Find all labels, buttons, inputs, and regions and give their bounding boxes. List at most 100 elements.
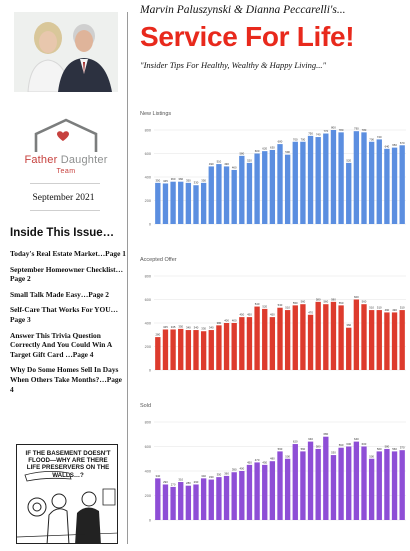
data-label: 780 bbox=[339, 128, 344, 132]
toc-item: Why Do Some Homes Sell In Days When Othe… bbox=[10, 365, 122, 394]
data-label: 580 bbox=[316, 297, 321, 301]
data-label: 520 bbox=[262, 304, 267, 308]
y-tick-label: 800 bbox=[145, 129, 151, 133]
chart-bar bbox=[208, 479, 214, 520]
chart-bar bbox=[399, 145, 405, 224]
chart-bar bbox=[162, 183, 169, 224]
chart-bar bbox=[315, 137, 321, 224]
chart-bar bbox=[231, 169, 237, 224]
data-label: 350 bbox=[186, 178, 191, 182]
chart-bar bbox=[262, 308, 268, 370]
data-label: 750 bbox=[308, 131, 313, 135]
data-label: 500 bbox=[285, 454, 290, 458]
data-label: 630 bbox=[270, 145, 275, 149]
chart-bar bbox=[300, 304, 306, 370]
data-label: 350 bbox=[217, 473, 222, 477]
data-label: 500 bbox=[369, 454, 374, 458]
y-tick-label: 0 bbox=[149, 369, 151, 373]
newsletter-tagline: "Insider Tips For Healthy, Wealthy & Hap… bbox=[140, 60, 327, 70]
data-label: 280 bbox=[155, 333, 160, 337]
data-label: 460 bbox=[232, 165, 237, 169]
chart-bar bbox=[155, 182, 161, 224]
chart-bar bbox=[269, 149, 276, 224]
data-label: 450 bbox=[262, 460, 267, 464]
chart-bar bbox=[162, 484, 169, 520]
chart-bar bbox=[323, 133, 329, 224]
chart-bar bbox=[262, 464, 268, 520]
chart-bar bbox=[269, 317, 276, 370]
chart-bar bbox=[178, 181, 184, 224]
data-label: 700 bbox=[293, 137, 298, 141]
data-label: 580 bbox=[331, 297, 336, 301]
chart-bar bbox=[246, 162, 253, 224]
chart-bar bbox=[246, 464, 253, 520]
data-label: 720 bbox=[377, 135, 382, 139]
toc-item: September Homeowner Checklist…Page 2 bbox=[10, 264, 124, 284]
chart-bar bbox=[185, 485, 192, 520]
chart-bar bbox=[155, 478, 161, 520]
chart-bar bbox=[208, 166, 214, 224]
chart-bar bbox=[338, 447, 344, 520]
chart-bar bbox=[391, 451, 398, 520]
chart-bar bbox=[231, 472, 237, 520]
column-divider bbox=[127, 12, 128, 544]
chart-bar bbox=[368, 458, 375, 520]
data-label: 330 bbox=[209, 475, 214, 479]
data-label: 340 bbox=[186, 326, 191, 330]
data-label: 510 bbox=[217, 160, 222, 164]
data-label: 560 bbox=[323, 300, 328, 304]
data-label: 520 bbox=[247, 158, 252, 162]
chart-bar bbox=[239, 155, 245, 224]
chart-bar bbox=[170, 329, 176, 370]
chart-bar bbox=[376, 139, 382, 224]
table-of-contents: Today's Real Estate Market…Page 1 Septem… bbox=[10, 249, 126, 394]
data-label: 470 bbox=[255, 458, 260, 462]
data-label: 600 bbox=[362, 442, 367, 446]
chart-bar bbox=[284, 154, 291, 224]
toc-item: Answer This Trivia Question Correctly An… bbox=[10, 330, 112, 359]
data-label: 510 bbox=[285, 306, 290, 310]
data-label: 360 bbox=[346, 323, 351, 327]
data-label: 350 bbox=[201, 178, 206, 182]
inside-this-issue-heading: Inside This Issue… bbox=[10, 227, 115, 239]
data-label: 560 bbox=[362, 300, 367, 304]
data-label: 550 bbox=[293, 301, 298, 305]
chart-bar bbox=[223, 475, 230, 520]
chart-bar bbox=[323, 436, 329, 520]
data-label: 350 bbox=[178, 324, 183, 328]
y-tick-label: 400 bbox=[145, 470, 151, 474]
data-label: 400 bbox=[239, 467, 244, 471]
divider-bottom bbox=[30, 210, 100, 211]
data-label: 560 bbox=[377, 447, 382, 451]
logo-word-daughter: Daughter bbox=[60, 154, 108, 166]
cartoon-caption: IF THE BASEMENT DOESN'T FLOOD—WHY ARE TH… bbox=[25, 450, 111, 479]
y-tick-label: 800 bbox=[145, 421, 151, 425]
chart-bar bbox=[368, 141, 375, 224]
sold-chart: Sold 0 200 400 600 800 340 290 270 310 280 290 340 33… bbox=[138, 398, 410, 544]
chart-bar bbox=[376, 310, 382, 370]
chart-bar bbox=[223, 166, 230, 224]
data-label: 510 bbox=[377, 306, 382, 310]
logo-team: Team bbox=[56, 168, 76, 175]
chart-bar bbox=[315, 301, 321, 370]
y-tick-label: 600 bbox=[145, 445, 151, 449]
data-label: 580 bbox=[316, 444, 321, 448]
data-label: 480 bbox=[270, 457, 275, 461]
chart-bar bbox=[300, 141, 306, 224]
data-label: 560 bbox=[301, 300, 306, 304]
data-label: 490 bbox=[224, 162, 229, 166]
chart-bar bbox=[178, 328, 184, 370]
data-label: 450 bbox=[247, 460, 252, 464]
data-label: 700 bbox=[369, 137, 374, 141]
chart-bar bbox=[231, 323, 237, 370]
chart-bar bbox=[384, 448, 390, 520]
chart-bar bbox=[277, 451, 283, 520]
issue-date: September 2021 bbox=[32, 193, 95, 203]
chart-bar bbox=[246, 317, 253, 370]
chart-title: Sold bbox=[140, 403, 151, 409]
data-label: 700 bbox=[301, 137, 306, 141]
data-label: 740 bbox=[316, 133, 321, 137]
data-label: 790 bbox=[354, 127, 359, 131]
